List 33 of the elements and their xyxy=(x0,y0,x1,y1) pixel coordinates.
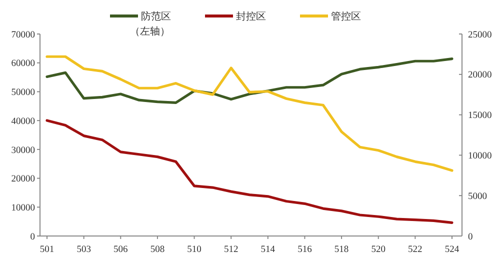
x-tick-label: 516 xyxy=(298,245,312,255)
legend-label: 防范区 xyxy=(141,10,171,22)
x-tick-label: 508 xyxy=(150,245,165,255)
line-series xyxy=(46,119,454,224)
x-tick-label: 510 xyxy=(187,245,202,255)
y-tick-label: 70000 xyxy=(11,30,36,40)
x-tick-label: 520 xyxy=(371,245,386,255)
x-tick-label: 503 xyxy=(76,245,92,255)
y-tick-label: 50000 xyxy=(11,88,36,98)
x-tick-label: 501 xyxy=(40,245,54,255)
y2-tick-label: 25000 xyxy=(468,30,492,40)
x-tick-label: 514 xyxy=(260,245,276,255)
x-tick-label: 524 xyxy=(444,245,460,255)
y-tick-label: 10000 xyxy=(11,203,36,214)
legend-label: 管控区 xyxy=(331,10,361,22)
y-tick-label: 60000 xyxy=(11,59,36,70)
y-tick-label: 0 xyxy=(30,232,36,242)
y2-tick-label: 10000 xyxy=(468,152,492,162)
line-series xyxy=(46,58,454,104)
y-tick-label: 20000 xyxy=(11,174,36,185)
x-tick-label: 506 xyxy=(114,245,128,255)
x-tick-label: 518 xyxy=(334,245,349,255)
legend-label: 封控区 xyxy=(236,10,266,22)
line-series xyxy=(46,55,454,172)
x-tick-label: 522 xyxy=(408,245,423,255)
y-tick-label: 30000 xyxy=(11,146,36,156)
y2-tick-label: 15000 xyxy=(468,111,492,122)
annotation: （左轴） xyxy=(130,26,170,38)
y2-tick-label: 20000 xyxy=(468,70,492,81)
y-tick-label: 40000 xyxy=(11,116,36,127)
y2-tick-label: 5000 xyxy=(468,192,488,202)
x-tick-label: 512 xyxy=(224,245,238,255)
y2-tick-label: 0 xyxy=(468,232,473,242)
